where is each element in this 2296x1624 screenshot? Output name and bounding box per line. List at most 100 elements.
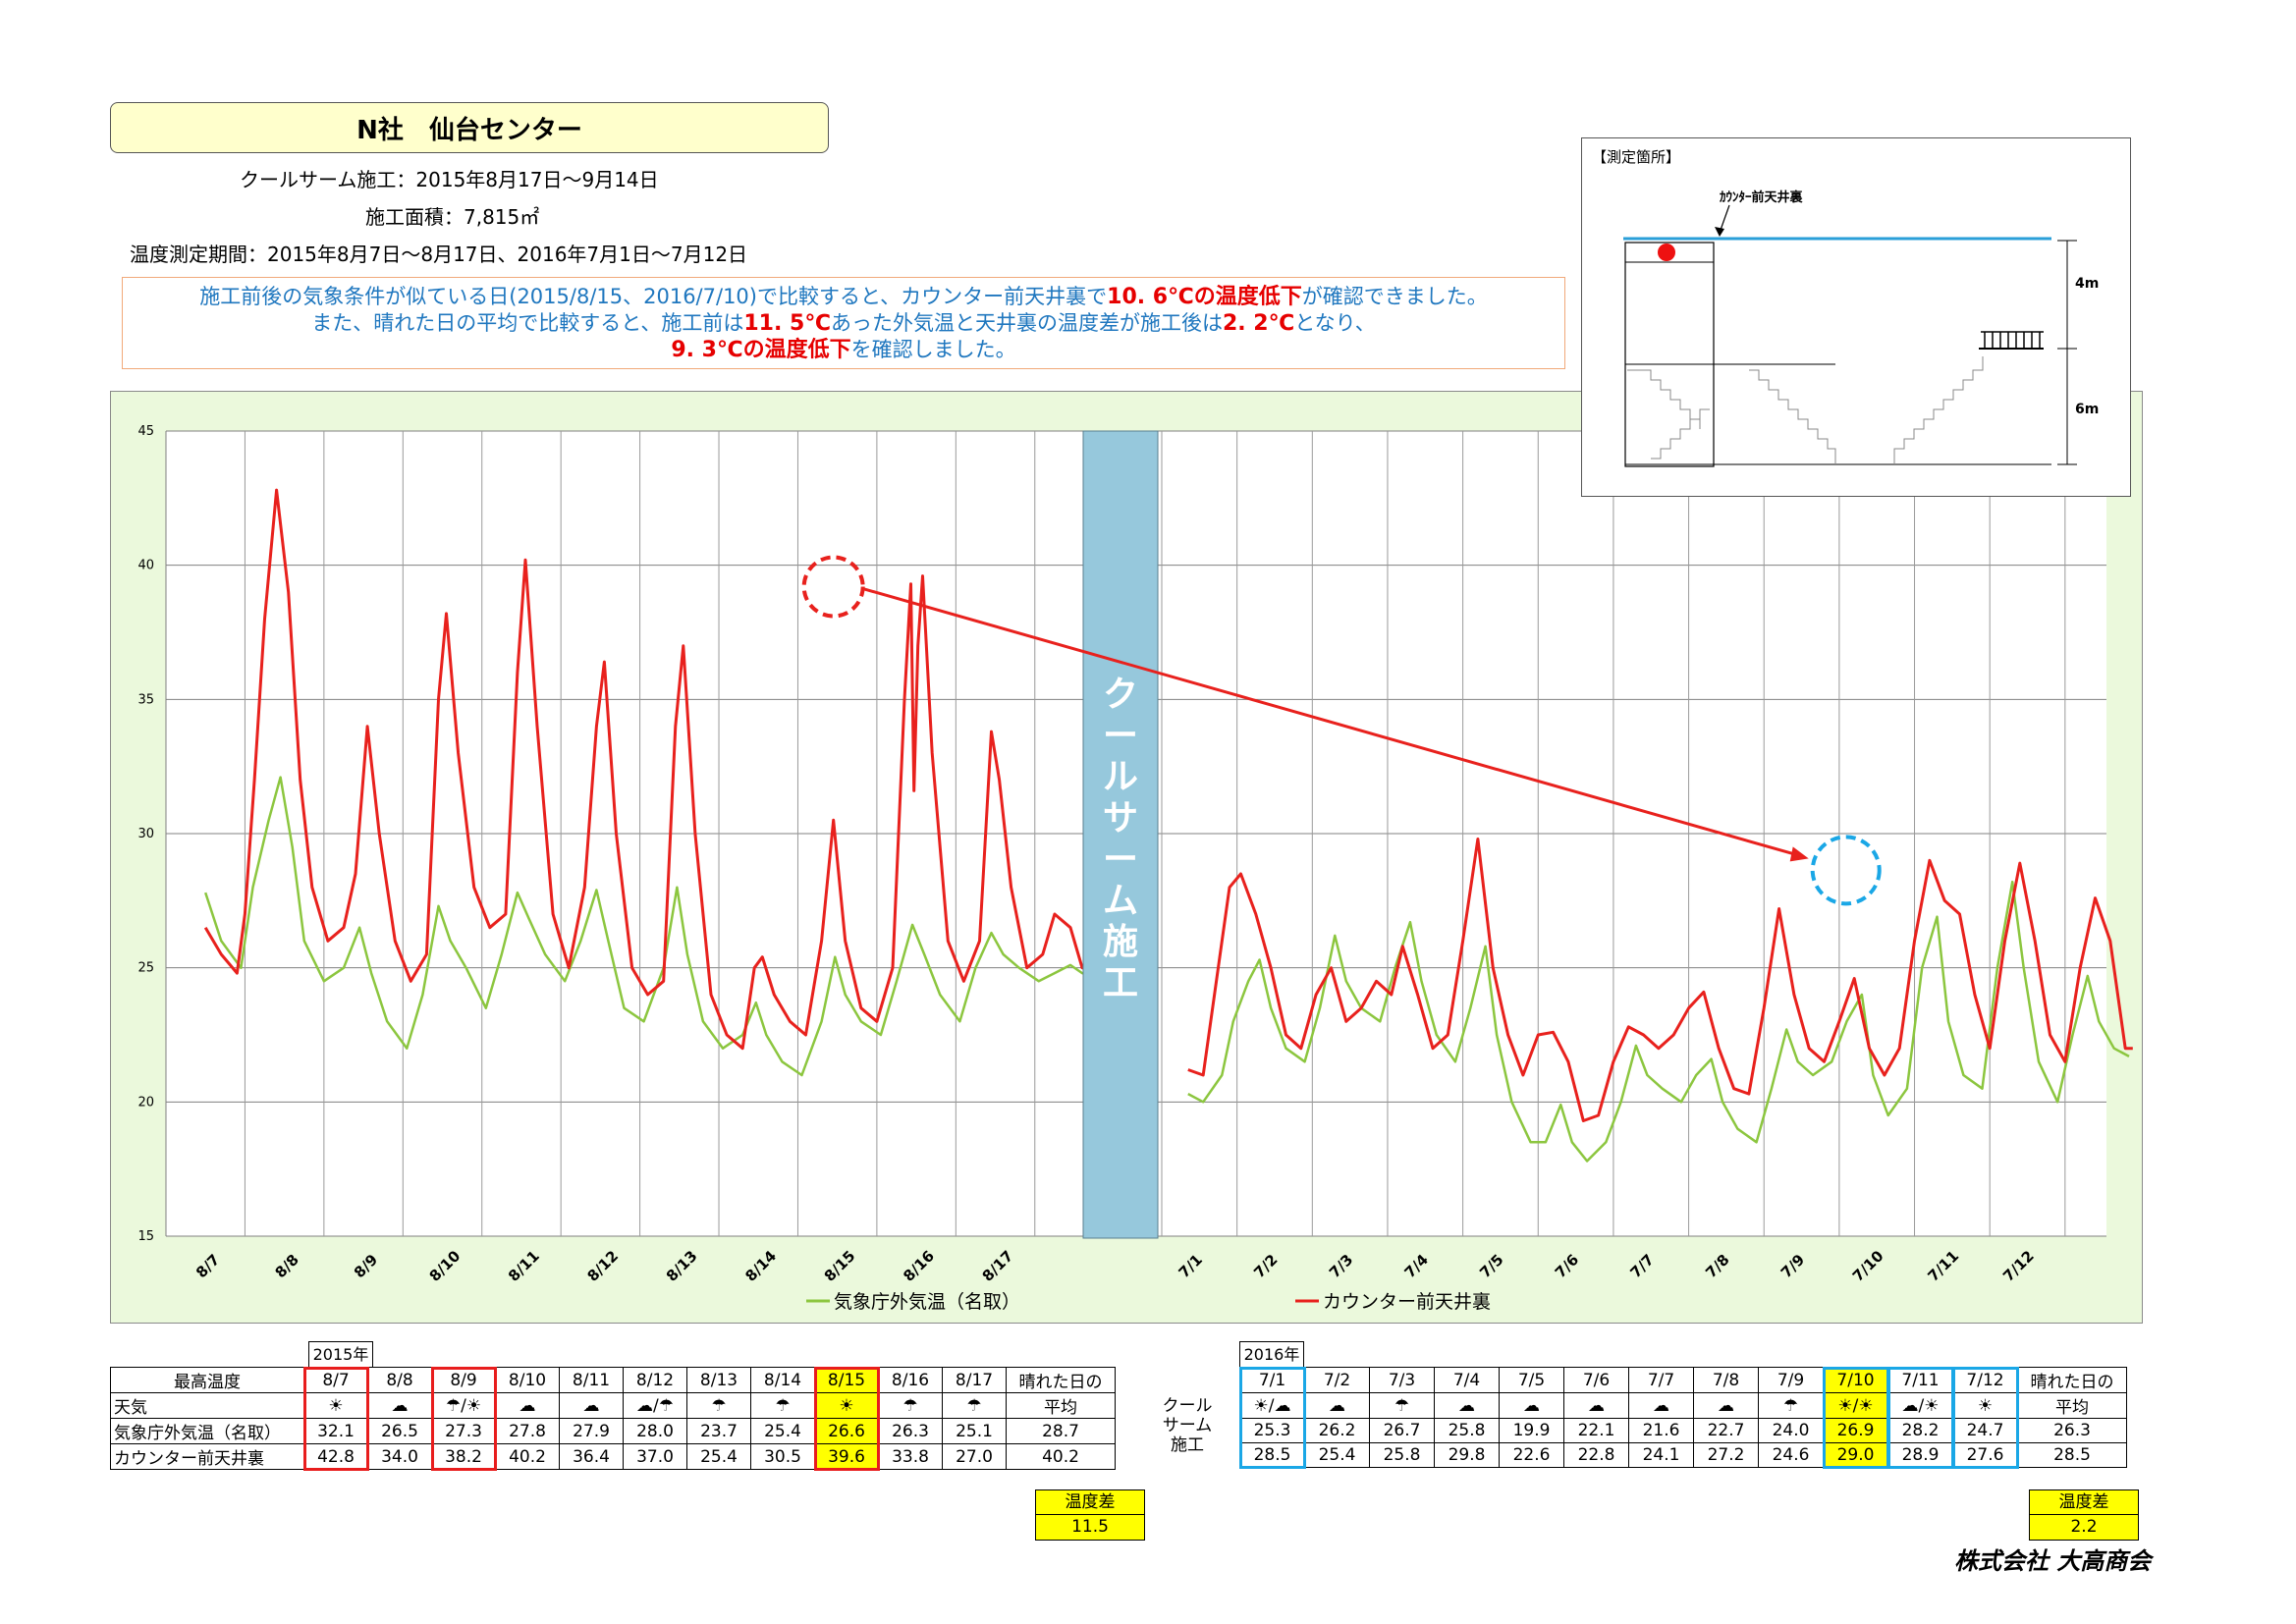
x-tick-label: 8/16 — [900, 1247, 938, 1285]
date-cell: 8/8 — [367, 1367, 432, 1393]
x-tick-label: 7/5 — [1476, 1251, 1506, 1281]
table-row-dates: 最高温度 8/7 8/8 8/9 8/10 8/11 8/12 8/13 8/1… — [110, 1367, 1116, 1393]
y-tick-label: 45 — [137, 424, 154, 439]
divider-label-char: サ — [1103, 798, 1138, 839]
chart-svg: 15 20 25 30 35 40 45 8/7 8/8 8/9 8/10 8/11 8/12 8/13 8… — [137, 424, 2133, 1313]
weather-cell: ☂ — [878, 1392, 943, 1419]
ceiling-cell: 25.4 — [686, 1443, 751, 1470]
outdoor-cell: 27.3 — [431, 1418, 496, 1444]
y-tick-label: 20 — [137, 1095, 154, 1110]
ceiling-cell: 29.8 — [1434, 1442, 1500, 1468]
x-tick-label: 8/8 — [271, 1251, 301, 1281]
weather-cell: ☁ — [1434, 1392, 1500, 1419]
page-title: N社 仙台センター — [110, 102, 829, 153]
ceiling-cell: 24.1 — [1628, 1442, 1694, 1468]
outdoor-cell: 32.1 — [303, 1418, 368, 1444]
measurement-period: 温度測定期間：2015年8月7日～8月17日、2016年7月1日～7月12日 — [130, 243, 748, 266]
y-tick-label: 30 — [137, 827, 154, 841]
x-tick-label: 7/6 — [1552, 1251, 1582, 1281]
date-cell: 7/10 — [1823, 1367, 1888, 1393]
year-label-2016: 2016年 — [1239, 1341, 1304, 1368]
date-cell: 8/7 — [303, 1367, 368, 1393]
ceiling-cell: 28.9 — [1887, 1442, 1953, 1468]
date-cell: 8/17 — [942, 1367, 1007, 1393]
outdoor-cell: 24.7 — [1952, 1418, 2018, 1443]
date-cell: 7/8 — [1693, 1367, 1759, 1393]
table-row-ceiling: 28.5 25.4 25.8 29.8 22.6 22.8 24.1 27.2 … — [1239, 1442, 2127, 1468]
outdoor-cell: 28.0 — [623, 1418, 687, 1444]
legend-label-ceiling: カウンター前天井裏 — [1323, 1291, 1491, 1313]
x-tick-label: 7/10 — [1849, 1247, 1887, 1285]
x-tick-label: 7/1 — [1175, 1251, 1206, 1281]
diff-value-2015: 11.5 — [1035, 1514, 1145, 1541]
construction-middle-label: クール サーム 施工 — [1162, 1396, 1213, 1455]
divider-label-char: ム — [1103, 881, 1138, 921]
outdoor-cell: 26.2 — [1304, 1418, 1370, 1443]
y-tick-label: 25 — [137, 961, 154, 976]
outdoor-cell: 22.1 — [1563, 1418, 1629, 1443]
date-cell: 8/12 — [623, 1367, 687, 1393]
table-row-ceiling: カウンター前天井裏 42.8 34.0 38.2 40.2 36.4 37.0 … — [110, 1443, 1116, 1470]
outdoor-cell: 26.3 — [878, 1418, 943, 1444]
ceiling-cell: 38.2 — [431, 1443, 496, 1470]
date-cell: 7/6 — [1563, 1367, 1629, 1393]
inset-point-label: ｶｳﾝﾀｰ前天井裏 — [1720, 189, 1804, 205]
weather-cell: ☂ — [1369, 1392, 1435, 1419]
outdoor-cell: 27.8 — [495, 1418, 560, 1444]
diff-value-2016: 2.2 — [2029, 1514, 2139, 1541]
weather-cell: ☁ — [1304, 1392, 1370, 1419]
y-tick-label: 35 — [137, 692, 154, 707]
ceiling-cell: 39.6 — [814, 1443, 879, 1470]
date-cell: 8/13 — [686, 1367, 751, 1393]
outdoor-cell: 23.7 — [686, 1418, 751, 1444]
outdoor-cell: 22.7 — [1693, 1418, 1759, 1443]
date-cell: 8/11 — [559, 1367, 624, 1393]
outdoor-cell: 28.2 — [1887, 1418, 1953, 1443]
date-cell: 7/7 — [1628, 1367, 1694, 1393]
ceiling-cell: 28.5 — [1239, 1442, 1305, 1468]
construction-area: 施工面積：7,815㎡ — [365, 205, 540, 229]
x-tick-label: 7/2 — [1250, 1251, 1281, 1281]
ceiling-cell: 27.6 — [1952, 1442, 2018, 1468]
x-tick-label: 7/12 — [1999, 1247, 2038, 1285]
date-cell: 7/2 — [1304, 1367, 1370, 1393]
construction-divider-bar — [1082, 430, 1159, 1239]
series-line-2015 — [203, 488, 1108, 1051]
x-tick-label: 8/12 — [583, 1247, 622, 1285]
weather-cell: ☁ — [1628, 1392, 1694, 1419]
outdoor-cell: 26.7 — [1369, 1418, 1435, 1443]
average-outdoor: 26.3 — [2017, 1418, 2127, 1443]
date-cell: 7/9 — [1758, 1367, 1824, 1393]
weather-cell: ☀ — [814, 1392, 879, 1419]
summary-line-1: 施工前後の気象条件が似ている日(2015/8/15、2016/7/10)で比較す… — [199, 285, 1488, 309]
y-tick-label: 15 — [137, 1229, 154, 1244]
divider-label-char: 工 — [1103, 963, 1138, 1003]
average-header-2: 平均 — [1006, 1392, 1116, 1419]
ceiling-cell: 24.6 — [1758, 1442, 1824, 1468]
lower-dimension-label: 6m — [2075, 402, 2099, 417]
ceiling-cell: 42.8 — [303, 1443, 368, 1470]
x-tick-label: 7/8 — [1702, 1251, 1732, 1281]
date-cell: 7/12 — [1952, 1367, 2018, 1393]
diff-label-2015: 温度差 — [1035, 1489, 1145, 1516]
legend-label-outdoor: 気象庁外気温（名取） — [834, 1291, 1020, 1313]
x-tick-label: 8/7 — [192, 1251, 223, 1281]
outdoor-cell: 25.3 — [1239, 1418, 1305, 1443]
ceiling-cell: 40.2 — [495, 1443, 560, 1470]
divider-label-char: 施 — [1103, 922, 1138, 962]
outdoor-cell: 25.4 — [750, 1418, 815, 1444]
outdoor-cell: 26.9 — [1823, 1418, 1888, 1443]
date-cell: 8/9 — [431, 1367, 496, 1393]
x-tick-label: 7/3 — [1326, 1251, 1356, 1281]
x-tick-label: 7/7 — [1627, 1251, 1658, 1281]
ceiling-cell: 22.8 — [1563, 1442, 1629, 1468]
series-line-2015 — [204, 776, 1107, 1077]
weather-cell: ☂/☀ — [431, 1392, 496, 1419]
date-cell: 7/1 — [1239, 1367, 1305, 1393]
ceiling-cell: 22.6 — [1499, 1442, 1564, 1468]
date-cell: 7/5 — [1499, 1367, 1564, 1393]
ceiling-cell: 34.0 — [367, 1443, 432, 1470]
divider-label-char: ー — [1103, 839, 1138, 880]
table-row-dates: 7/1 7/2 7/3 7/4 7/5 7/6 7/7 7/8 7/9 7/10… — [1239, 1367, 2127, 1393]
inset-title: 【測定箇所】 — [1592, 148, 1681, 166]
